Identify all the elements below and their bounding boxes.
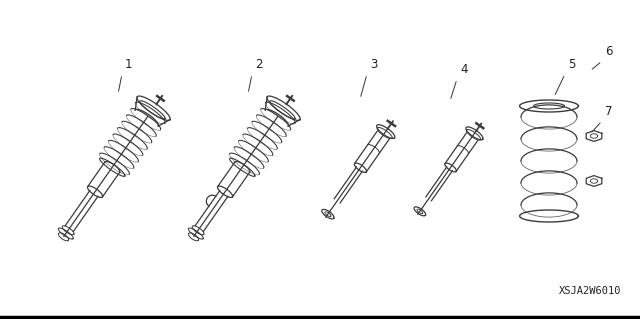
Text: 7: 7 [605, 105, 612, 118]
Text: 5: 5 [568, 58, 575, 71]
Text: 4: 4 [460, 63, 467, 76]
Text: 6: 6 [605, 45, 612, 58]
Text: 1: 1 [125, 58, 132, 71]
Text: XSJA2W6010: XSJA2W6010 [559, 286, 621, 296]
Text: 2: 2 [255, 58, 262, 71]
Text: 3: 3 [370, 58, 378, 71]
